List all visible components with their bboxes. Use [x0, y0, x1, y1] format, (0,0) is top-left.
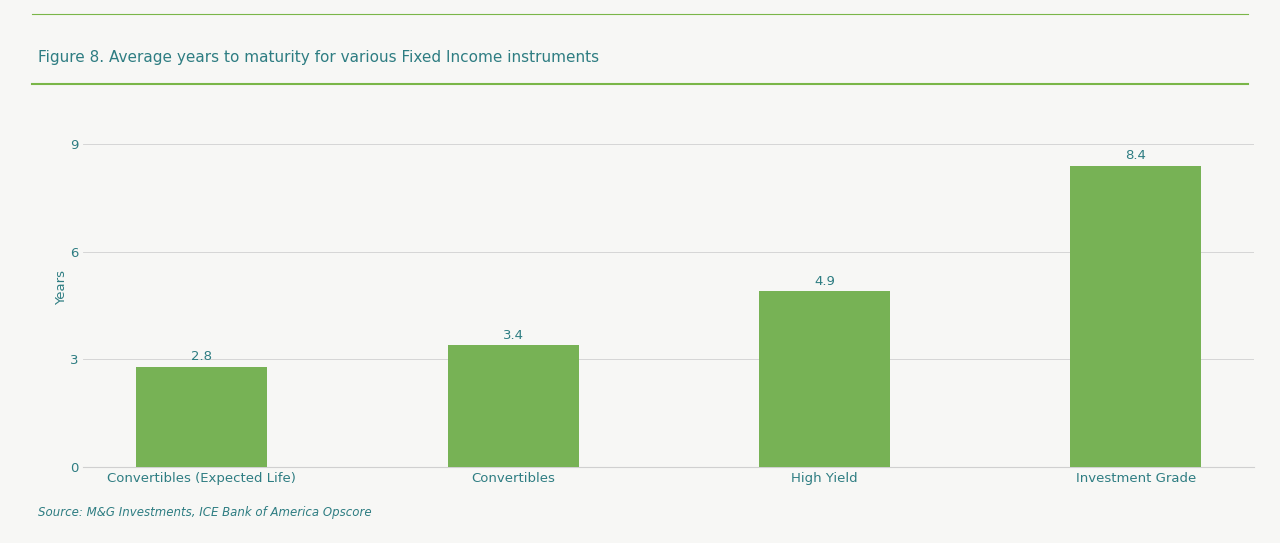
Bar [448, 345, 579, 467]
Text: Source: M&G Investments, ICE Bank of America Opscore: Source: M&G Investments, ICE Bank of Ame… [38, 506, 372, 519]
Y-axis label: Years: Years [55, 270, 68, 305]
Bar [137, 367, 268, 467]
Text: 3.4: 3.4 [503, 329, 524, 342]
Text: 2.8: 2.8 [191, 350, 212, 363]
Bar [759, 292, 890, 467]
Text: Figure 8. Average years to maturity for various Fixed Income instruments: Figure 8. Average years to maturity for … [38, 49, 599, 65]
Text: 4.9: 4.9 [814, 275, 835, 288]
Bar [1070, 166, 1201, 467]
Text: 8.4: 8.4 [1125, 149, 1146, 162]
